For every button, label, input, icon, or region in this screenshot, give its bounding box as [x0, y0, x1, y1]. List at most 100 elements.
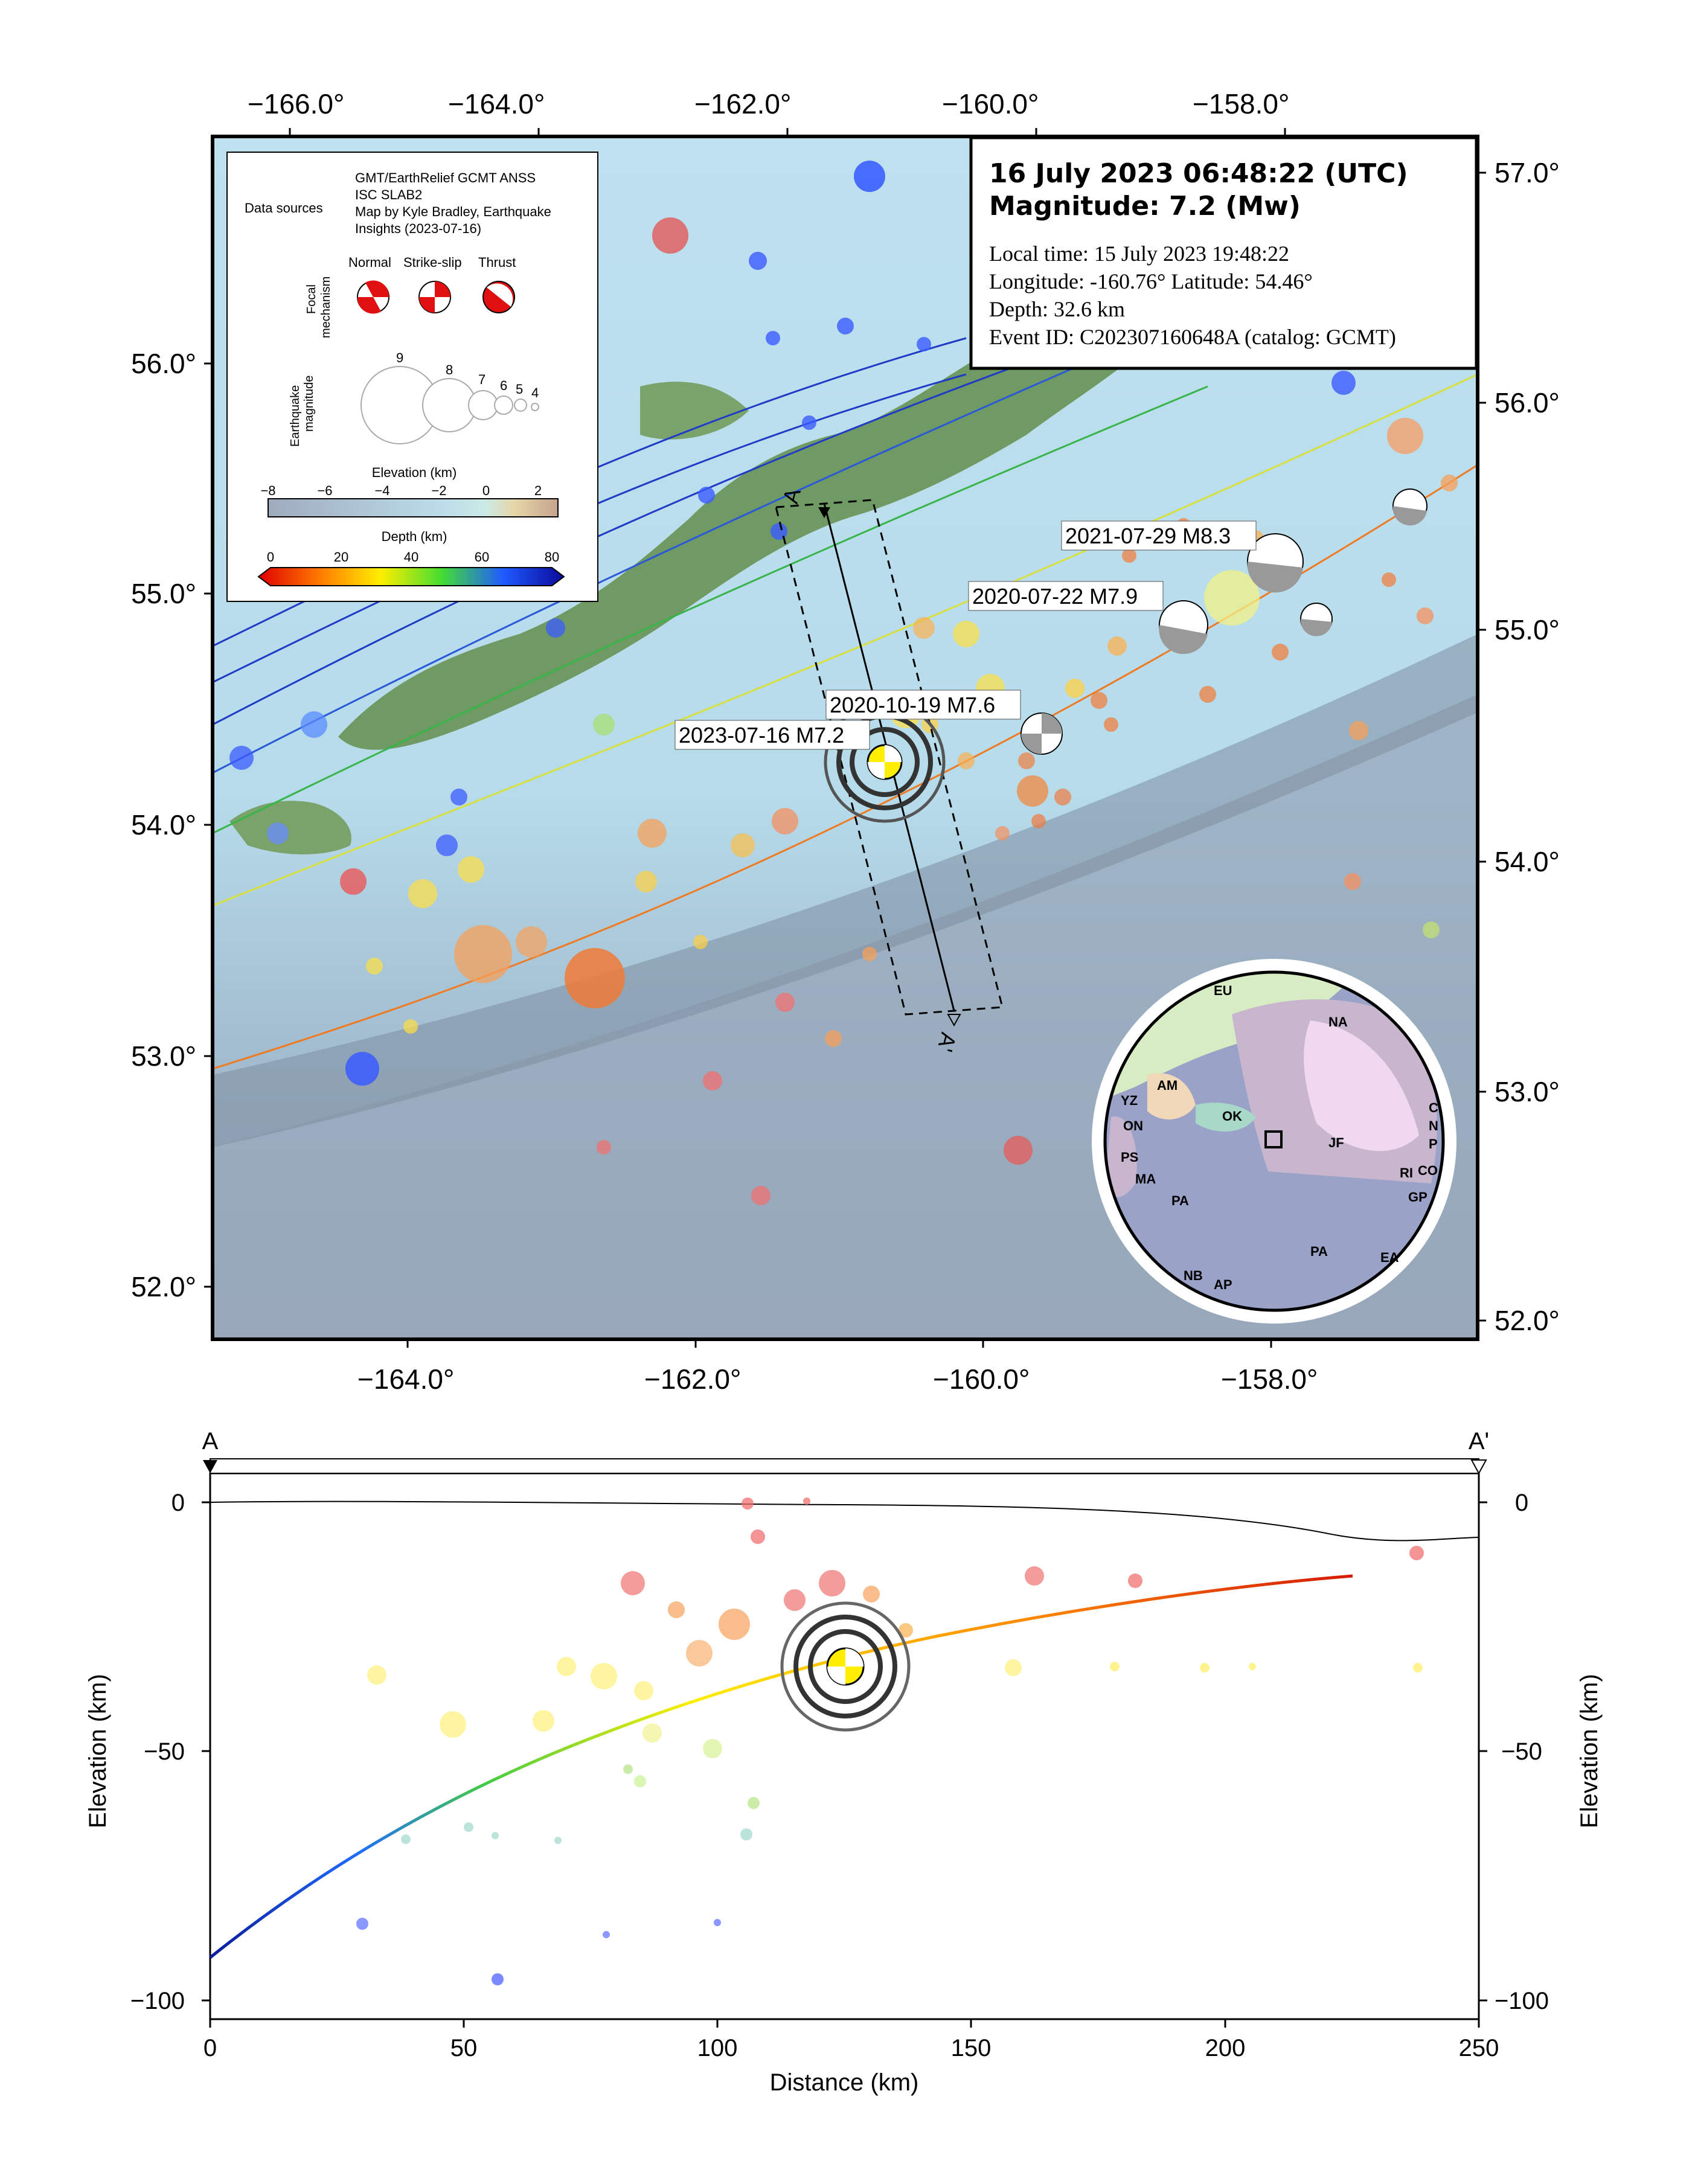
- left-lat-tick: 54.0°: [131, 809, 196, 841]
- plate-label: N: [1429, 1118, 1438, 1133]
- depth-tick: 20: [334, 549, 348, 565]
- plate-label: PA: [1171, 1193, 1189, 1208]
- bottom-lon-tick: −160.0°: [933, 1363, 1030, 1395]
- focal-thrust-icon: [482, 281, 515, 313]
- magnitude-label: 9: [396, 350, 403, 365]
- magnitude-label: 6: [500, 378, 507, 393]
- profile-x-axis: 0 50 100 150 200 250 Distance (km): [203, 2019, 1499, 2096]
- map-left-axis: 56.0° 55.0° 54.0° 53.0° 52.0°: [131, 348, 213, 1302]
- map-bottom-axis: −164.0° −162.0° −160.0° −158.0°: [357, 1339, 1318, 1395]
- left-lat-tick: 53.0°: [131, 1040, 196, 1072]
- focal-title: mechanism: [319, 277, 333, 338]
- focal-type-thrust: Thrust: [478, 255, 516, 270]
- right-lat-tick: 57.0°: [1495, 157, 1560, 188]
- focal-mechanism-small-1: [1300, 603, 1333, 636]
- profile-x-label: Distance (km): [770, 2069, 919, 2096]
- depth-tick: 40: [404, 549, 418, 565]
- top-lon-tick: −158.0°: [1193, 88, 1289, 120]
- info-event-id: Event ID: C202307160648A (catalog: GCMT): [989, 325, 1396, 349]
- right-lat-tick: 53.0°: [1495, 1076, 1560, 1107]
- data-sources-line: GMT/EarthRelief GCMT ANSS: [355, 170, 536, 185]
- profile-y-label-right: Elevation (km): [1576, 1674, 1603, 1828]
- slab-contour-shallow: [213, 373, 1478, 907]
- data-sources-line: Insights (2023-07-16): [355, 221, 481, 236]
- elevation-tick: −8: [260, 483, 275, 498]
- top-lon-tick: −162.0°: [694, 88, 791, 120]
- info-location: Longitude: -160.76° Latitude: 54.46°: [989, 269, 1313, 293]
- data-sources-label: Data sources: [245, 200, 323, 216]
- profile-y-label-left: Elevation (km): [85, 1674, 111, 1828]
- profile-y-axis-left: 0 −50 −100 Elevation (km): [85, 1490, 210, 2014]
- slab-profile-line: [209, 1574, 1353, 1959]
- plate-label: CO: [1418, 1163, 1438, 1178]
- info-title-magnitude: Magnitude: 7.2 (Mw): [989, 191, 1301, 222]
- plate-label: AP: [1214, 1277, 1232, 1292]
- profile-x-tick: 250: [1459, 2035, 1499, 2061]
- top-lon-tick: −166.0°: [248, 88, 344, 120]
- top-lon-tick: −164.0°: [448, 88, 545, 120]
- plate-label: NA: [1328, 1014, 1348, 1030]
- magnitude-scale-circles: [360, 366, 539, 444]
- map-frame: [211, 135, 1479, 1341]
- plate-label: MA: [1135, 1171, 1156, 1186]
- profile-start-label: A: [202, 1428, 219, 1455]
- bottom-lon-tick: −164.0°: [357, 1363, 454, 1395]
- inset-globe: EU NA AM OK YZ ON PS MA PA PA JF RI CO G…: [1092, 959, 1456, 1324]
- bottom-lon-tick: −162.0°: [644, 1363, 741, 1395]
- plate-label: RI: [1400, 1165, 1413, 1180]
- magnitude-title: Earthquake: [289, 385, 302, 447]
- plate-label: ON: [1123, 1118, 1143, 1133]
- plate-label: C: [1429, 1100, 1438, 1115]
- focal-type-normal: Normal: [348, 255, 391, 270]
- profile-mainshock-symbol: [780, 1601, 911, 1732]
- topography-line: [210, 1500, 1479, 1542]
- profile-start-marker: [818, 507, 830, 518]
- svg-text:2020-10-19 M7.6: 2020-10-19 M7.6: [830, 693, 995, 717]
- svg-text:2023-07-16 M7.2: 2023-07-16 M7.2: [679, 723, 844, 748]
- profile-earthquake-points: [356, 1497, 1424, 1985]
- plate-label: EU: [1214, 983, 1232, 998]
- focal-type-strike-slip: Strike-slip: [403, 255, 462, 270]
- focal-mechanism-2020-07: [1159, 600, 1208, 655]
- profile-y-tick-right: −100: [1495, 1988, 1549, 2014]
- profile-panel: A A': [85, 1428, 1603, 2096]
- elevation-tick: −4: [374, 483, 389, 498]
- focal-normal-icon: [357, 280, 389, 314]
- right-lat-tick: 56.0°: [1495, 387, 1560, 418]
- magnitude-label: 7: [478, 372, 485, 387]
- profile-header-strip: [210, 1458, 1479, 1474]
- svg-text:2021-07-29 M8.3: 2021-07-29 M8.3: [1065, 524, 1231, 548]
- profile-y-tick: −100: [130, 1988, 185, 2014]
- profile-start-triangle: [203, 1460, 217, 1473]
- event-info-box: 16 July 2023 06:48:22 (UTC) Magnitude: 7…: [969, 136, 1478, 370]
- depth-title: Depth (km): [382, 529, 447, 544]
- depth-tick: 0: [267, 549, 274, 565]
- profile-y-tick: 0: [171, 1490, 185, 1516]
- left-lat-tick: 55.0°: [131, 578, 196, 609]
- earthquake-points: [229, 161, 1458, 1205]
- map-top-axis: −166.0° −164.0° −162.0° −160.0° −158.0°: [248, 88, 1289, 136]
- bottom-lon-tick: −158.0°: [1221, 1363, 1318, 1395]
- trench-slope: [213, 634, 1478, 1147]
- unimak-island-land: [229, 801, 351, 854]
- magnitude-label: 8: [446, 362, 453, 377]
- focal-mechanism-2020-10: [1021, 713, 1063, 755]
- info-local-time: Local time: 15 July 2023 19:48:22: [989, 242, 1289, 266]
- magnitude-label: 4: [531, 385, 539, 400]
- profile-y-tick: −50: [144, 1738, 185, 1765]
- plate-label: PS: [1121, 1150, 1138, 1165]
- event-label-2020-10: 2020-10-19 M7.6: [825, 690, 1021, 720]
- map-right-axis: 57.0° 56.0° 55.0° 54.0° 53.0° 52.0°: [1478, 157, 1560, 1336]
- event-label-2021: 2021-07-29 M8.3: [1061, 520, 1257, 551]
- depth-tick: 80: [545, 549, 559, 565]
- left-lat-tick: 56.0°: [131, 348, 196, 379]
- plate-label: YZ: [1121, 1093, 1138, 1108]
- profile-end-marker: [947, 1014, 961, 1027]
- plate-label: JF: [1328, 1135, 1344, 1150]
- right-lat-tick: 52.0°: [1495, 1305, 1560, 1336]
- profile-x-tick: 150: [951, 2035, 992, 2061]
- elevation-title: Elevation (km): [372, 465, 457, 480]
- profile-plot-area: [209, 1472, 1480, 2020]
- profile-x-tick: 50: [450, 2035, 478, 2061]
